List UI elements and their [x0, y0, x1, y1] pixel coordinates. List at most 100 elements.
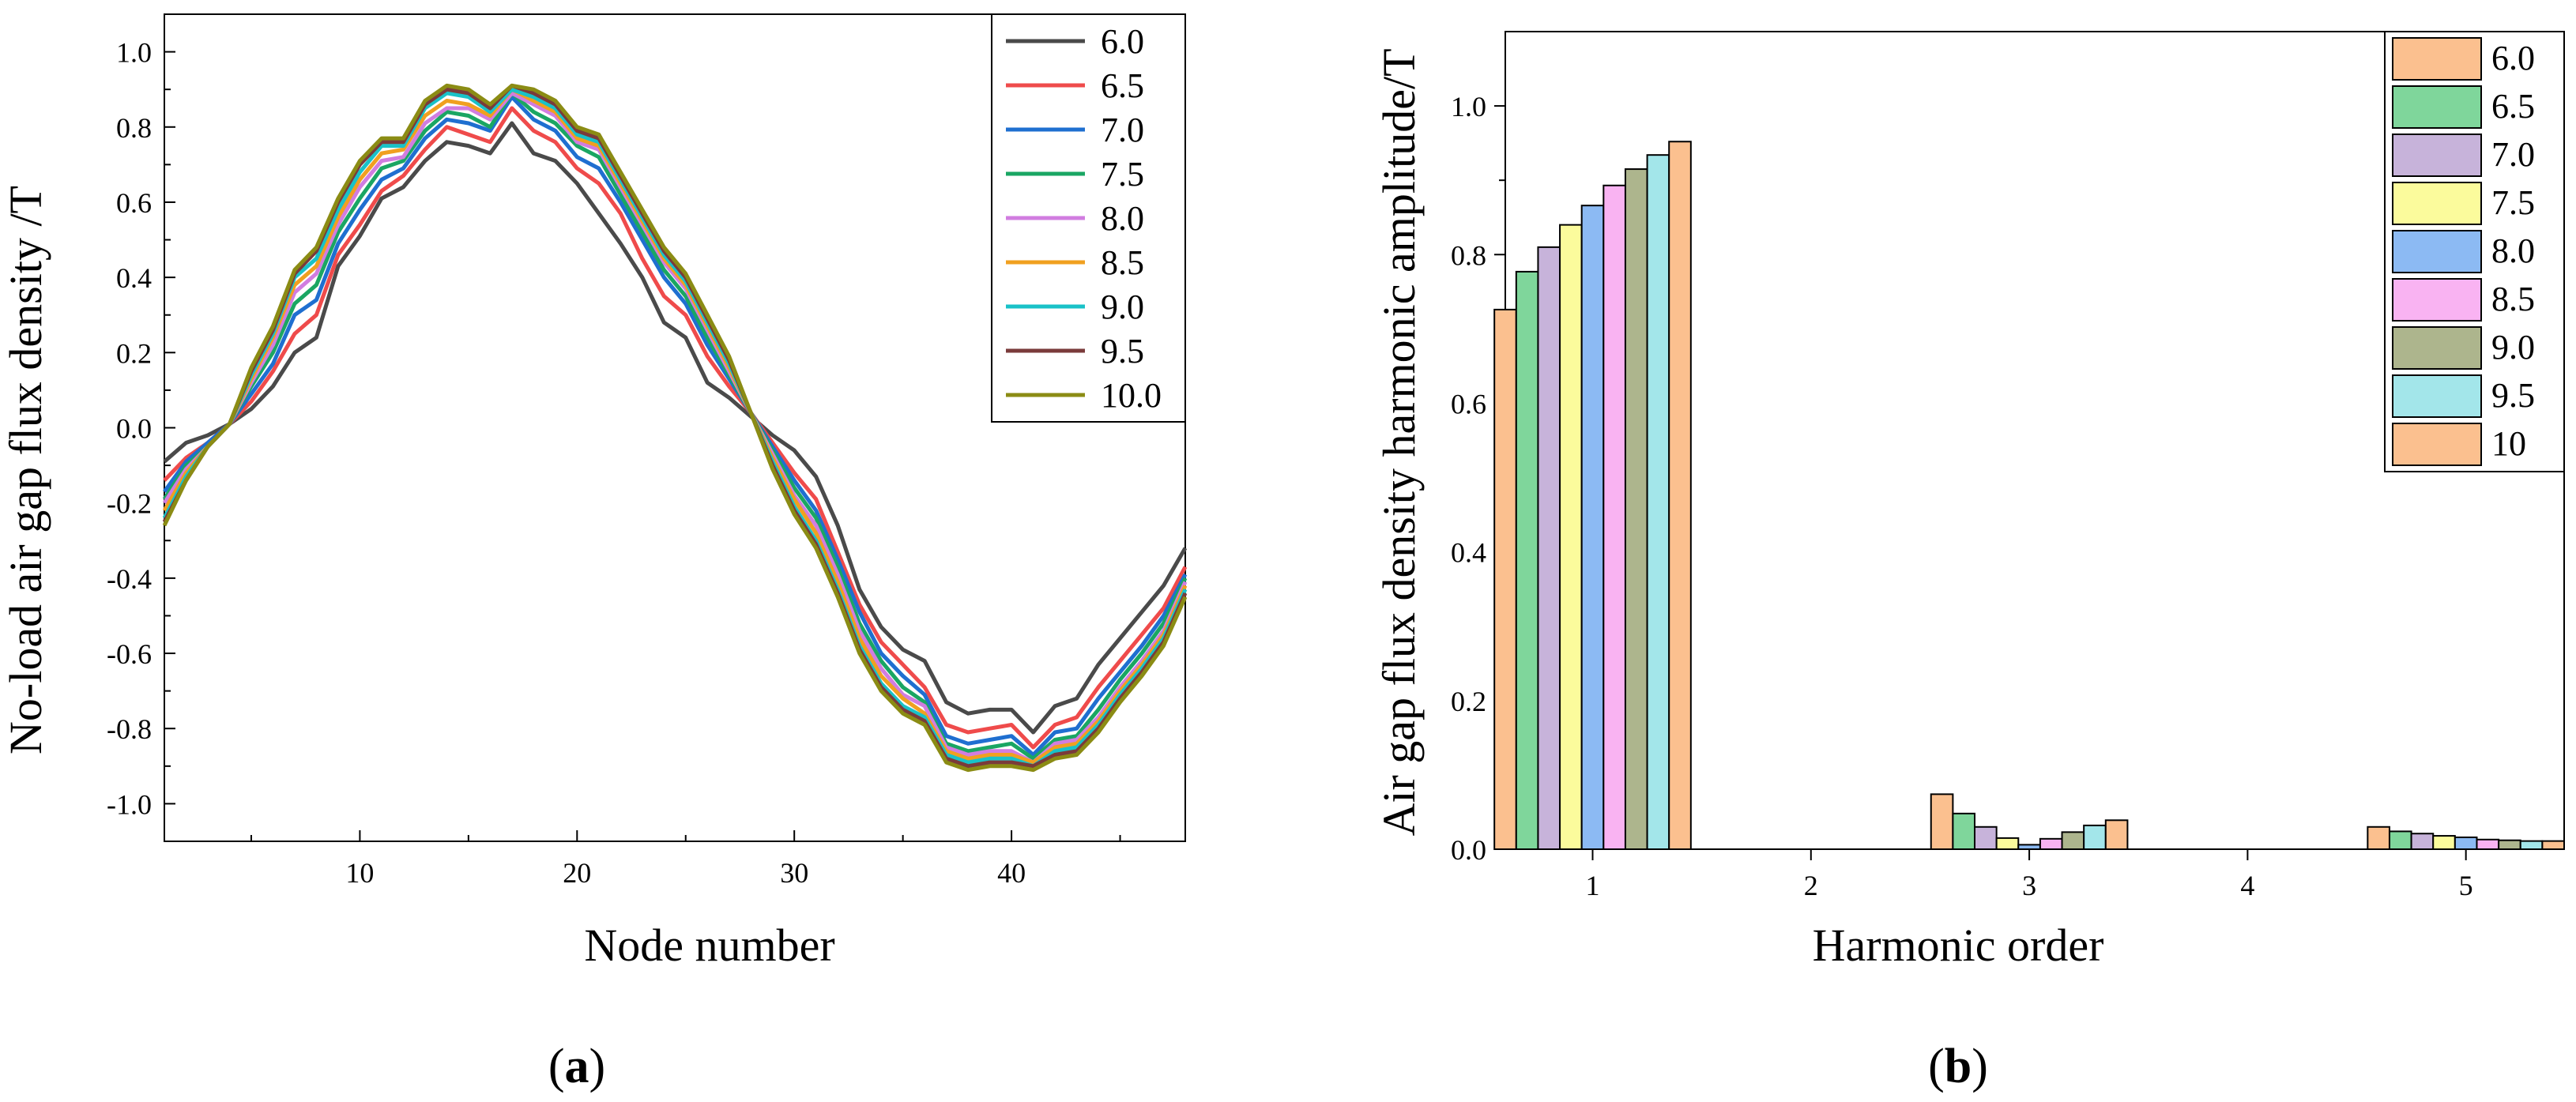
panel-b-label-letter: b: [1945, 1040, 1972, 1093]
chart-b-bar-7.5-h5: [2432, 835, 2456, 850]
chart-b-x-tick-label: 2: [1804, 870, 1818, 901]
chart-b-legend-swatch: [2392, 85, 2482, 129]
chart-a-x-axis-title: Node number: [584, 920, 834, 971]
chart-b-legend-label: 10: [2491, 424, 2526, 463]
chart-a-y-axis-title: No-load air gap flux density /T: [0, 186, 51, 754]
chart-b-bar-7.0-h5: [2410, 833, 2435, 851]
panel-a-label: (a): [548, 1040, 605, 1093]
chart-a-y-tick-label: -0.6: [107, 638, 152, 670]
chart-b-bar-7.0-h1: [1537, 246, 1561, 850]
chart-b-y-tick-label: 0.2: [1451, 686, 1486, 717]
chart-b-x-tick-label: 3: [2022, 870, 2036, 901]
chart-a-y-tick-label: -0.4: [107, 563, 152, 595]
chart-b-legend-label: 6.0: [2491, 39, 2535, 77]
chart-a-x-tick-label: 20: [563, 857, 591, 889]
chart-b-bar-8.0-h1: [1580, 205, 1605, 850]
chart-b-legend-label: 9.5: [2491, 376, 2535, 415]
chart-b-bar-10-h3: [2104, 819, 2129, 851]
chart-b-bar-10-h5: [2541, 840, 2565, 851]
chart-b-y-tick-label: 0.8: [1451, 239, 1486, 271]
chart-a-y-tick-label: 1.0: [116, 37, 152, 69]
panel-b-label: (b): [1928, 1040, 1988, 1093]
panel-b-label-close: ): [1972, 1040, 1988, 1093]
chart-b-bar-9.5-h1: [1646, 154, 1670, 850]
chart-a-y-tick-label: 0.6: [116, 187, 152, 219]
chart-b-bar-9.5-h3: [2083, 824, 2107, 850]
chart-b-legend-label: 8.5: [2491, 280, 2535, 318]
chart-a-series-line-7.5: [162, 91, 1188, 761]
chart-b-x-tick-label: 4: [2240, 870, 2254, 901]
chart-a-legend-label: 9.0: [1101, 288, 1144, 326]
chart-a-y-tick-label: 0.0: [116, 413, 152, 445]
chart-b-legend-label: 8.0: [2491, 231, 2535, 270]
chart-a-series-line-6.5: [163, 106, 1188, 750]
chart-b-legend-swatch: [2392, 134, 2482, 177]
chart-b-bar-9.5-h5: [2519, 840, 2544, 851]
chart-b-x-tick-label: 1: [1586, 870, 1600, 901]
chart-b-legend-label: 6.5: [2491, 87, 2535, 126]
panel-a-label-open: (: [548, 1040, 565, 1093]
chart-b-bar-6.5-h1: [1515, 270, 1539, 850]
chart-a-legend-label: 7.5: [1101, 155, 1144, 194]
chart-b-legend-label: 9.0: [2491, 328, 2535, 367]
chart-b-bar-9.0-h5: [2498, 839, 2521, 851]
chart-b-bar-8.0-h5: [2454, 836, 2478, 850]
chart-a-y-tick-label: 0.8: [116, 112, 152, 144]
chart-b-x-tick-label: 5: [2459, 870, 2473, 901]
chart-b-bar-7.0-h3: [1974, 826, 1998, 850]
chart-b-legend-label: 7.5: [2491, 183, 2535, 222]
chart-a-legend-label: 8.0: [1101, 199, 1144, 238]
chart-b-bar-6.0-h1: [1493, 308, 1517, 850]
chart-b-y-tick-label: 1.0: [1451, 91, 1486, 122]
chart-a-y-tick-label: -1.0: [107, 788, 152, 820]
chart-b-legend-swatch: [2392, 37, 2482, 81]
chart-a-legend-label: 6.0: [1101, 22, 1144, 61]
chart-b-y-tick-label: 0.6: [1451, 388, 1486, 419]
chart-a-legend-label: 10.0: [1101, 376, 1162, 415]
chart-a-y-tick-label: 0.2: [116, 337, 152, 369]
panel-a-label-letter: a: [565, 1040, 589, 1093]
chart-a-y-tick-label: 0.4: [116, 262, 152, 294]
chart-a-legend-label: 8.5: [1101, 243, 1144, 282]
chart-a-y-tick-label: -0.2: [107, 488, 152, 520]
panel-b-label-open: (: [1928, 1040, 1945, 1093]
chart-b-legend-swatch: [2392, 326, 2482, 370]
chart-b-bar-8.5-h1: [1602, 184, 1626, 850]
chart-a-series-line-8.5: [162, 87, 1188, 765]
panel-a-label-close: ): [589, 1040, 606, 1093]
chart-b-x-axis-title: Harmonic order: [1813, 920, 2104, 971]
chart-b-legend-label: 7.0: [2491, 135, 2535, 174]
chart-a-legend-label: 7.0: [1101, 111, 1144, 149]
chart-b-bar-7.5-h3: [1995, 837, 2020, 850]
chart-a-series-line-8.0: [162, 91, 1188, 765]
chart-b-legend-swatch: [2392, 230, 2482, 273]
chart-b-y-axis-title: Air gap flux density harmonic amplitude/…: [1373, 48, 1425, 836]
chart-a-series-line-7.0: [162, 95, 1188, 757]
chart-b-legend-swatch: [2392, 278, 2482, 322]
chart-b-y-tick-label: 0.0: [1451, 834, 1486, 866]
chart-b-bar-chart: Air gap flux density harmonic amplitude/…: [1373, 31, 2565, 971]
chart-b-bar-10-h1: [1668, 141, 1692, 851]
chart-b-bar-6.5-h3: [1952, 812, 1976, 850]
chart-b-bar-9.0-h1: [1624, 168, 1648, 850]
chart-b-bar-9.0-h3: [2061, 831, 2085, 851]
chart-a-series-line-9.0: [162, 87, 1188, 769]
chart-b-legend-swatch: [2392, 182, 2482, 225]
chart-a-line-plot: No-load air gap flux density /T Node num…: [0, 13, 1188, 971]
chart-a-x-tick-label: 30: [780, 857, 808, 889]
chart-a-x-tick-label: 40: [997, 857, 1026, 889]
chart-b-legend-swatch: [2392, 374, 2482, 418]
chart-b-bar-6.5-h5: [2388, 830, 2412, 851]
chart-b-bar-7.5-h1: [1559, 224, 1583, 850]
chart-a-x-tick-label: 10: [345, 857, 374, 889]
chart-b-legend-swatch: [2392, 423, 2482, 466]
chart-b-bar-6.0-h3: [1930, 793, 1954, 851]
chart-a-series-line-6.0: [163, 121, 1188, 735]
chart-a-legend-label: 9.5: [1101, 332, 1144, 370]
chart-a-series-line-10.0: [162, 83, 1188, 773]
chart-a-legend-label: 6.5: [1101, 66, 1144, 105]
chart-b-bar-6.0-h5: [2367, 826, 2390, 850]
chart-b-y-tick-label: 0.4: [1451, 537, 1486, 569]
chart-b-bar-8.5-h3: [2039, 837, 2063, 850]
